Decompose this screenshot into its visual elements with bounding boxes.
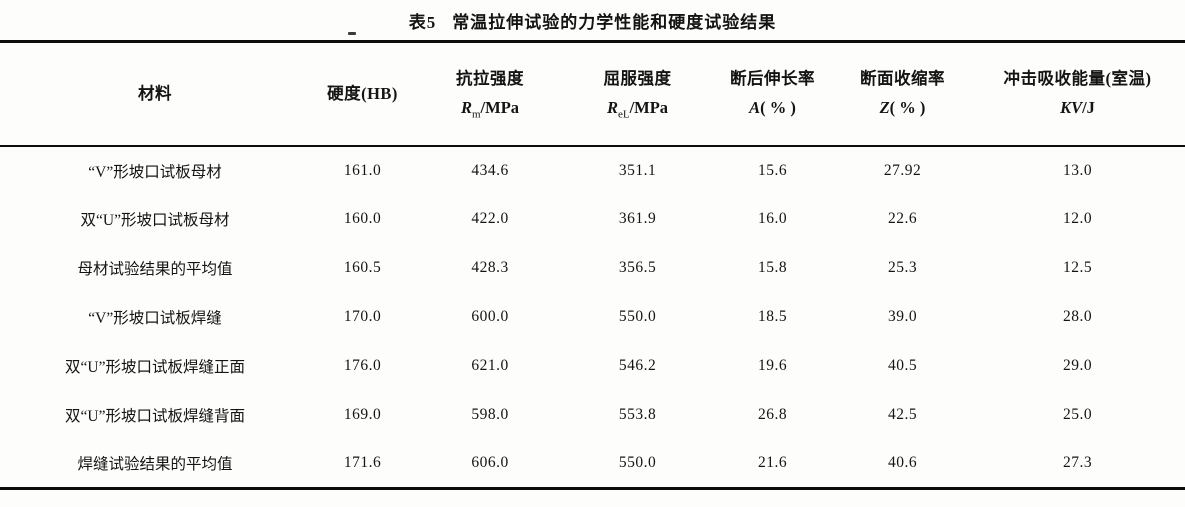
- impact-cell: 29.0: [1062, 357, 1093, 374]
- table-row: 母材试验结果的平均值 160.5 428.3 356.5 15.8 25.3 1…: [0, 244, 1185, 293]
- yield-cell: 550.0: [618, 308, 657, 325]
- table-row: 双“U”形坡口试板焊缝背面 169.0 598.0 553.8 26.8 42.…: [0, 391, 1185, 440]
- header-tensile-strength: 抗拉强度 Rm/MPa: [415, 42, 565, 146]
- impact-cell: 13.0: [1062, 161, 1093, 179]
- reduction-cell: 27.92: [883, 161, 922, 179]
- table-title-text: 常温拉伸试验的力学性能和硬度试验结果: [452, 13, 777, 32]
- table-header: 材料 硬度(HB) 抗拉强度 Rm/MPa 屈服强度 ReL/MPa 断后伸长率…: [0, 42, 1185, 146]
- material-cell: “V”形坡口试板焊缝: [88, 310, 222, 327]
- reduction-cell: 42.5: [887, 406, 918, 423]
- header-yield-symbol: ReL/MPa: [606, 97, 669, 121]
- header-elongation-symbol: A( % ): [749, 97, 796, 117]
- header-yield-strength: 屈服强度 ReL/MPa: [565, 42, 710, 146]
- hardness-cell: 160.0: [343, 210, 382, 227]
- reduction-cell: 39.0: [887, 308, 918, 325]
- tensile-cell: 428.3: [471, 259, 509, 276]
- scan-artifact-dot: [348, 32, 356, 35]
- elongation-cell: 15.6: [757, 161, 788, 179]
- impact-cell: 25.0: [1062, 406, 1093, 423]
- elongation-cell: 18.5: [757, 308, 788, 325]
- yield-cell: 553.8: [618, 406, 657, 423]
- tensile-cell: 621.0: [471, 357, 509, 374]
- yield-cell: 550.0: [618, 454, 657, 472]
- table-row: 双“U”形坡口试板母材 160.0 422.0 361.9 16.0 22.6 …: [0, 195, 1185, 244]
- header-row: 材料 硬度(HB) 抗拉强度 Rm/MPa 屈服强度 ReL/MPa 断后伸长率…: [0, 42, 1185, 146]
- material-cell: 母材试验结果的平均值: [77, 261, 233, 278]
- tensile-cell: 598.0: [471, 406, 509, 423]
- yield-cell: 546.2: [618, 357, 657, 374]
- hardness-cell: 160.5: [343, 259, 382, 276]
- header-reduction-symbol: Z( % ): [879, 97, 926, 117]
- table-row: “V”形坡口试板焊缝 170.0 600.0 550.0 18.5 39.0 2…: [0, 293, 1185, 342]
- impact-cell: 28.0: [1062, 308, 1093, 325]
- impact-cell: 12.5: [1062, 259, 1093, 276]
- yield-cell: 356.5: [618, 259, 657, 276]
- elongation-cell: 16.0: [757, 210, 788, 227]
- hardness-cell: 170.0: [343, 308, 382, 325]
- tensile-cell: 606.0: [471, 454, 509, 472]
- material-cell: 焊缝试验结果的平均值: [77, 456, 233, 474]
- material-cell: 双“U”形坡口试板焊缝正面: [65, 359, 245, 376]
- hardness-cell: 171.6: [343, 454, 382, 472]
- hardness-cell: 169.0: [343, 406, 382, 423]
- table-number: 表5: [408, 13, 437, 32]
- elongation-cell: 15.8: [757, 259, 788, 276]
- table-caption: 表5 常温拉伸试验的力学性能和硬度试验结果: [0, 8, 1185, 33]
- elongation-cell: 21.6: [757, 454, 788, 472]
- header-tensile-symbol: Rm/MPa: [460, 97, 520, 121]
- yield-cell: 351.1: [618, 161, 657, 179]
- header-impact-energy: 冲击吸收能量(室温) KV/J: [970, 42, 1185, 146]
- hardness-cell: 176.0: [343, 357, 382, 374]
- header-hardness: 硬度(HB): [327, 83, 398, 103]
- reduction-cell: 40.5: [887, 357, 918, 374]
- reduction-cell: 40.6: [887, 454, 918, 472]
- header-material: 材料: [138, 83, 172, 103]
- material-cell: 双“U”形坡口试板焊缝背面: [65, 408, 245, 425]
- header-impact-symbol: KV/J: [1060, 97, 1095, 117]
- material-cell: “V”形坡口试板母材: [88, 163, 222, 181]
- reduction-cell: 25.3: [887, 259, 918, 276]
- header-elongation: 断后伸长率 A( % ): [710, 42, 835, 146]
- tensile-cell: 600.0: [471, 308, 509, 325]
- elongation-cell: 26.8: [757, 406, 788, 423]
- table-body: “V”形坡口试板母材 161.0 434.6 351.1 15.6 27.92 …: [0, 146, 1185, 489]
- impact-cell: 27.3: [1062, 454, 1093, 472]
- hardness-cell: 161.0: [343, 161, 382, 179]
- tensile-cell: 434.6: [471, 161, 509, 179]
- results-table: 材料 硬度(HB) 抗拉强度 Rm/MPa 屈服强度 ReL/MPa 断后伸长率…: [0, 40, 1185, 490]
- tensile-cell: 422.0: [471, 210, 509, 227]
- table-row: 双“U”形坡口试板焊缝正面 176.0 621.0 546.2 19.6 40.…: [0, 342, 1185, 391]
- yield-cell: 361.9: [618, 210, 657, 227]
- elongation-cell: 19.6: [757, 357, 788, 374]
- table-row: 焊缝试验结果的平均值 171.6 606.0 550.0 21.6 40.6 2…: [0, 440, 1185, 489]
- reduction-cell: 22.6: [887, 210, 918, 227]
- table-row: “V”形坡口试板母材 161.0 434.6 351.1 15.6 27.92 …: [0, 146, 1185, 195]
- header-reduction-of-area: 断面收缩率 Z( % ): [835, 42, 970, 146]
- material-cell: 双“U”形坡口试板母材: [80, 212, 230, 229]
- impact-cell: 12.0: [1062, 210, 1093, 227]
